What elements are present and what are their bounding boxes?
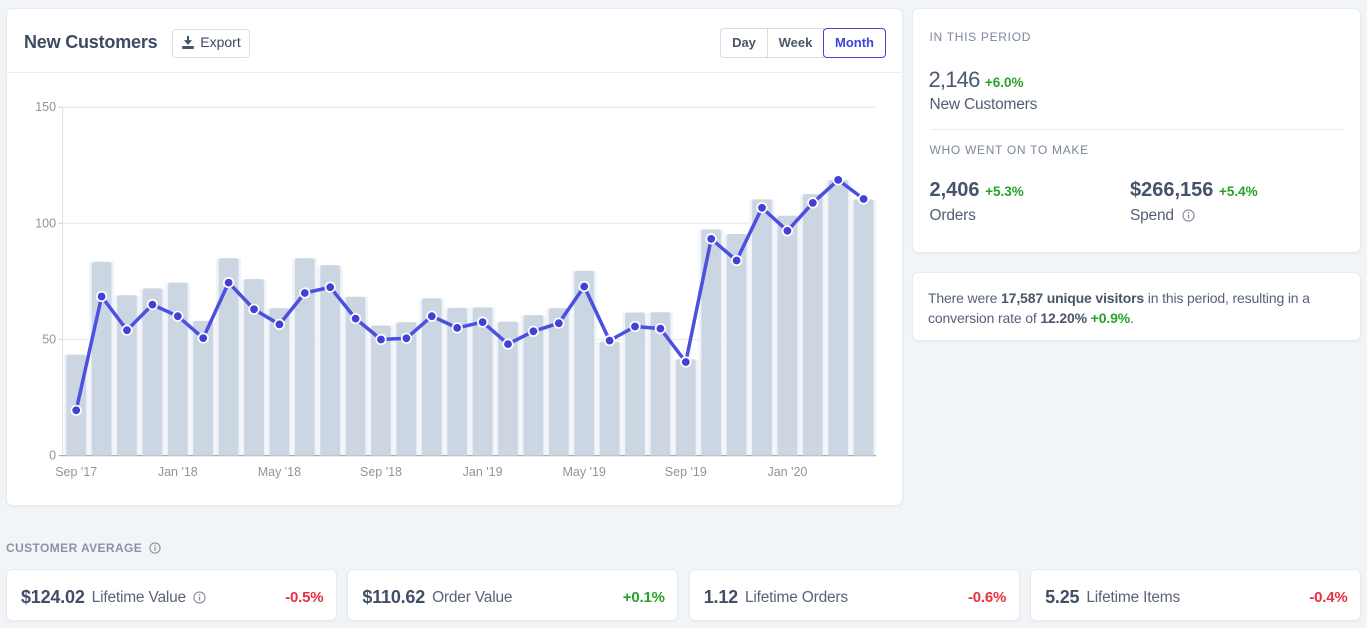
svg-text:0: 0	[49, 449, 56, 463]
svg-text:Jan '18: Jan '18	[158, 465, 198, 479]
svg-text:Sep '17: Sep '17	[55, 465, 97, 479]
svg-text:May '19: May '19	[563, 465, 606, 479]
svg-text:May '18: May '18	[258, 465, 301, 479]
svg-text:Jan '20: Jan '20	[767, 465, 807, 479]
svg-text:150: 150	[35, 100, 56, 114]
svg-text:100: 100	[35, 216, 56, 230]
svg-text:50: 50	[42, 333, 56, 347]
svg-text:Sep '18: Sep '18	[360, 465, 402, 479]
svg-text:Jan '19: Jan '19	[463, 465, 503, 479]
svg-text:Sep '19: Sep '19	[665, 465, 707, 479]
